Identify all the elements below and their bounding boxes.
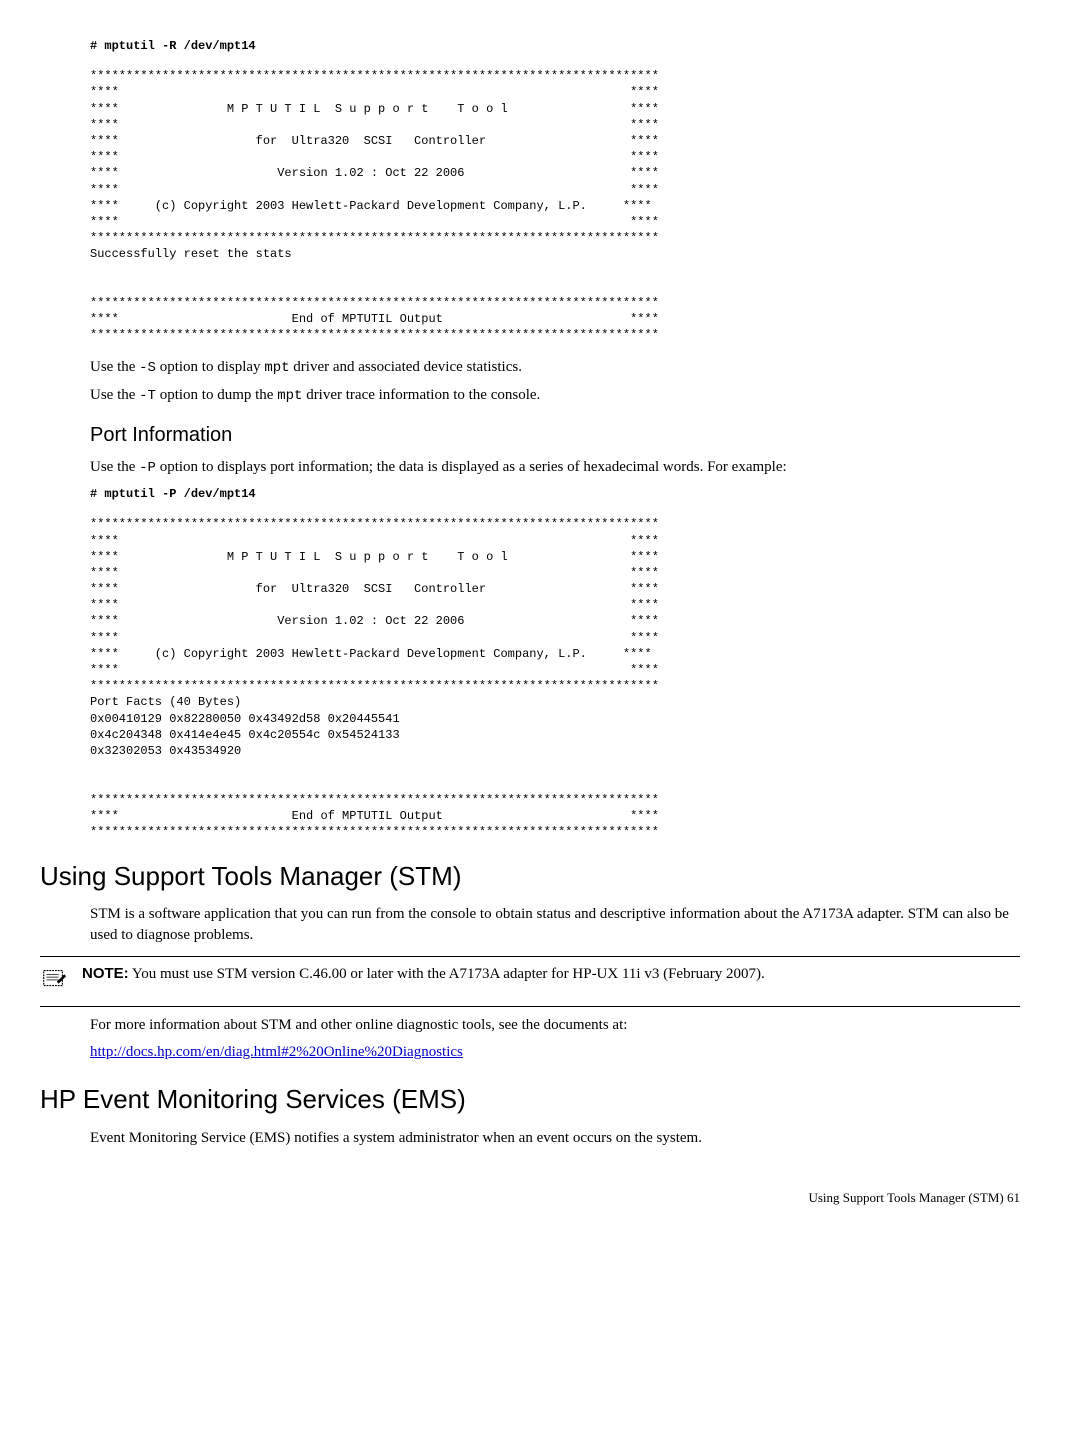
paragraph-p-option: Use the -P option to displays port infor… — [90, 457, 1020, 479]
note-text: You must use STM version C.46.00 or late… — [129, 966, 765, 982]
paragraph-ems-intro: Event Monitoring Service (EMS) notifies … — [90, 1128, 1020, 1149]
heading-ems: HP Event Monitoring Services (EMS) — [40, 1081, 1020, 1117]
output-block-2: ****************************************… — [90, 516, 1020, 840]
command-line-2: # mptutil -P /dev/mpt14 — [90, 486, 1020, 502]
heading-port-information: Port Information — [90, 421, 1020, 449]
paragraph-s-option: Use the -S option to display mpt driver … — [90, 357, 1020, 379]
paragraph-stm-moreinfo: For more information about STM and other… — [90, 1015, 1020, 1036]
link-diagnostics[interactable]: http://docs.hp.com/en/diag.html#2%20Onli… — [90, 1044, 463, 1060]
heading-stm: Using Support Tools Manager (STM) — [40, 858, 1020, 894]
note-label: NOTE: — [82, 965, 129, 982]
note-box: NOTE: You must use STM version C.46.00 o… — [40, 956, 1020, 1007]
note-icon — [40, 965, 70, 1000]
output-block-1: ****************************************… — [90, 68, 1020, 343]
paragraph-stm-intro: STM is a software application that you c… — [90, 904, 1020, 946]
page-footer: Using Support Tools Manager (STM) 61 — [90, 1189, 1020, 1207]
command-line-1: # mptutil -R /dev/mpt14 — [90, 38, 1020, 54]
paragraph-t-option: Use the -T option to dump the mpt driver… — [90, 385, 1020, 407]
